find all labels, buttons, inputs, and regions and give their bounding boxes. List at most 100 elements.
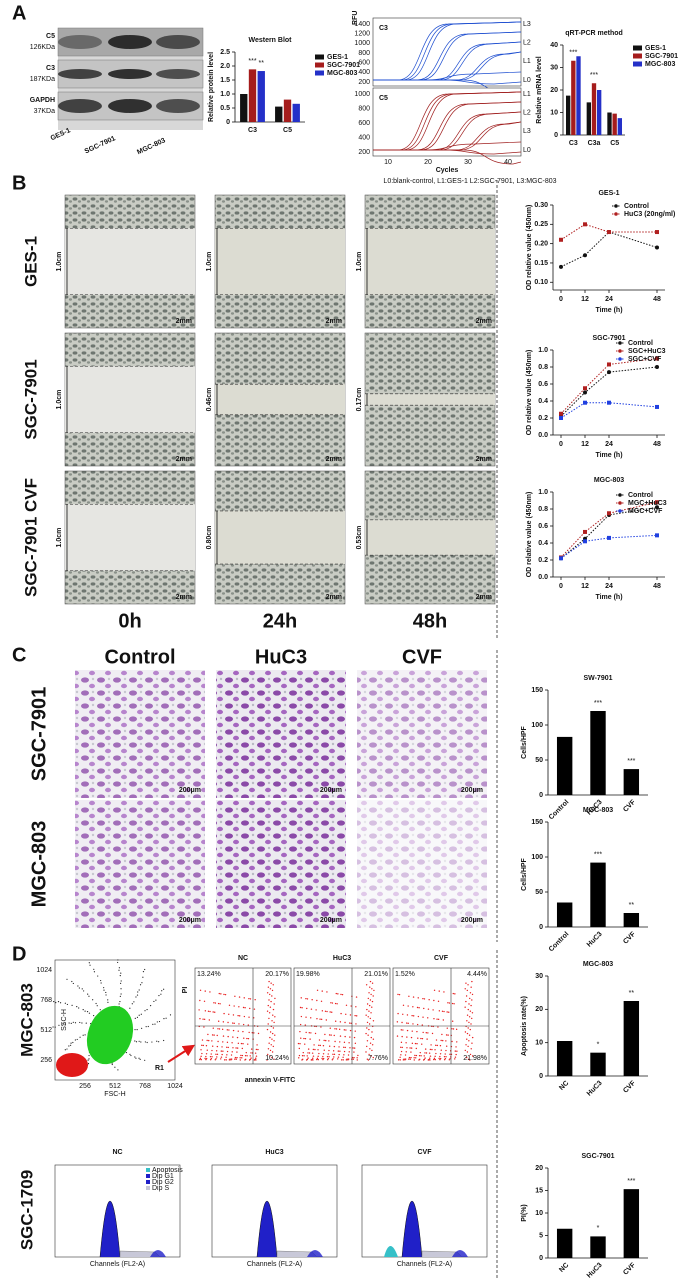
y-axis-label: PI(%) — [521, 1204, 528, 1222]
amplification-curve — [373, 31, 522, 81]
event-dot — [76, 1038, 78, 1041]
g1-peak — [401, 1201, 423, 1258]
event-dot — [321, 1057, 323, 1060]
event-dot — [137, 991, 139, 993]
row-label: SGC-7901 — [21, 359, 40, 439]
event-dot — [336, 1003, 338, 1005]
event-dot — [429, 1048, 432, 1051]
x-tick-label: 256 — [79, 1083, 91, 1090]
event-dot — [226, 1046, 228, 1048]
event-dot — [322, 1044, 325, 1047]
bar — [576, 56, 581, 135]
event-dot — [66, 978, 68, 980]
event-dot — [71, 1004, 73, 1006]
event-dot — [365, 1014, 367, 1016]
event-dot — [337, 1056, 340, 1058]
event-dot — [204, 1010, 207, 1012]
event-dot — [420, 1055, 422, 1057]
event-dot — [212, 1027, 214, 1029]
event-dot — [298, 1047, 301, 1050]
point — [583, 400, 587, 405]
event-dot — [371, 1049, 373, 1052]
event-dot — [221, 1053, 223, 1056]
event-dot — [343, 1050, 346, 1053]
event-dot — [406, 1036, 408, 1038]
event-dot — [269, 988, 272, 990]
event-dot — [271, 1032, 274, 1035]
event-dot — [327, 1057, 330, 1060]
event-dot — [221, 1028, 224, 1031]
quadrant-value: 19.98% — [296, 971, 320, 978]
event-dot — [349, 1029, 352, 1032]
legend-swatch — [146, 1168, 150, 1172]
column-label: HuC3 — [255, 646, 307, 668]
event-dot — [201, 1052, 203, 1055]
event-dot — [444, 1057, 447, 1060]
legend-swatch — [633, 45, 642, 51]
event-dot — [349, 1022, 351, 1024]
group-label: NC — [112, 1149, 122, 1156]
event-dot — [408, 1058, 410, 1060]
event-dot — [331, 1059, 334, 1061]
event-dot — [455, 1046, 457, 1048]
event-dot — [300, 1015, 303, 1018]
group-label: HuC3 — [265, 1149, 283, 1156]
event-dot — [445, 1034, 448, 1036]
event-dot — [348, 1051, 350, 1053]
event-dot — [243, 1037, 245, 1039]
event-dot — [469, 992, 472, 994]
event-dot — [107, 999, 109, 1001]
event-dot — [466, 1051, 469, 1053]
point — [583, 539, 587, 544]
event-dot — [433, 1058, 435, 1061]
significance: *** — [627, 1178, 635, 1185]
event-dot — [451, 1020, 454, 1022]
event-dot — [238, 1015, 241, 1017]
event-dot — [430, 1044, 432, 1046]
axis-label: annexin V-FITC — [245, 1077, 296, 1084]
scale-label: 2mm — [326, 456, 342, 463]
row-label: SGC-1709 — [17, 1170, 36, 1250]
event-dot — [129, 1053, 131, 1055]
event-dot — [366, 1058, 369, 1060]
event-dot — [327, 1053, 329, 1055]
wound-gap — [65, 228, 195, 295]
event-dot — [88, 1012, 91, 1014]
wound-gap — [215, 510, 345, 565]
band — [58, 35, 102, 49]
event-dot — [120, 988, 122, 990]
event-dot — [406, 1047, 408, 1049]
event-dot — [269, 1055, 271, 1057]
event-dot — [333, 1053, 336, 1056]
event-dot — [428, 1052, 431, 1054]
event-dot — [408, 1056, 411, 1059]
event-dot — [314, 1048, 316, 1051]
event-dot — [234, 1058, 236, 1060]
chart-title: SGC-7901 — [592, 335, 625, 342]
event-dot — [59, 1002, 62, 1004]
y-tick-label: 100 — [531, 854, 543, 861]
event-dot — [120, 980, 122, 982]
event-dot — [326, 991, 328, 993]
event-dot — [139, 984, 142, 986]
column-label: CVF — [402, 646, 442, 668]
event-dot — [338, 1028, 341, 1031]
bar — [556, 1041, 573, 1076]
wound-gap — [215, 228, 345, 295]
event-dot — [371, 1006, 373, 1008]
event-dot — [438, 990, 440, 992]
caption: L0:blank-control, L1:GES-1 L2:SGC-7901, … — [383, 178, 556, 185]
legend-marker — [618, 357, 622, 361]
event-dot — [119, 1000, 121, 1003]
legend-label: GES-1 — [645, 45, 666, 52]
event-dot — [340, 993, 342, 996]
x-tick-label: HuC3 — [586, 931, 604, 949]
band — [108, 99, 152, 113]
event-dot — [413, 1059, 415, 1061]
event-dot — [307, 1048, 310, 1050]
event-dot — [466, 989, 469, 992]
event-dot — [77, 985, 79, 987]
event-dot — [471, 980, 473, 983]
event-dot — [338, 1053, 340, 1056]
event-dot — [308, 1032, 310, 1034]
